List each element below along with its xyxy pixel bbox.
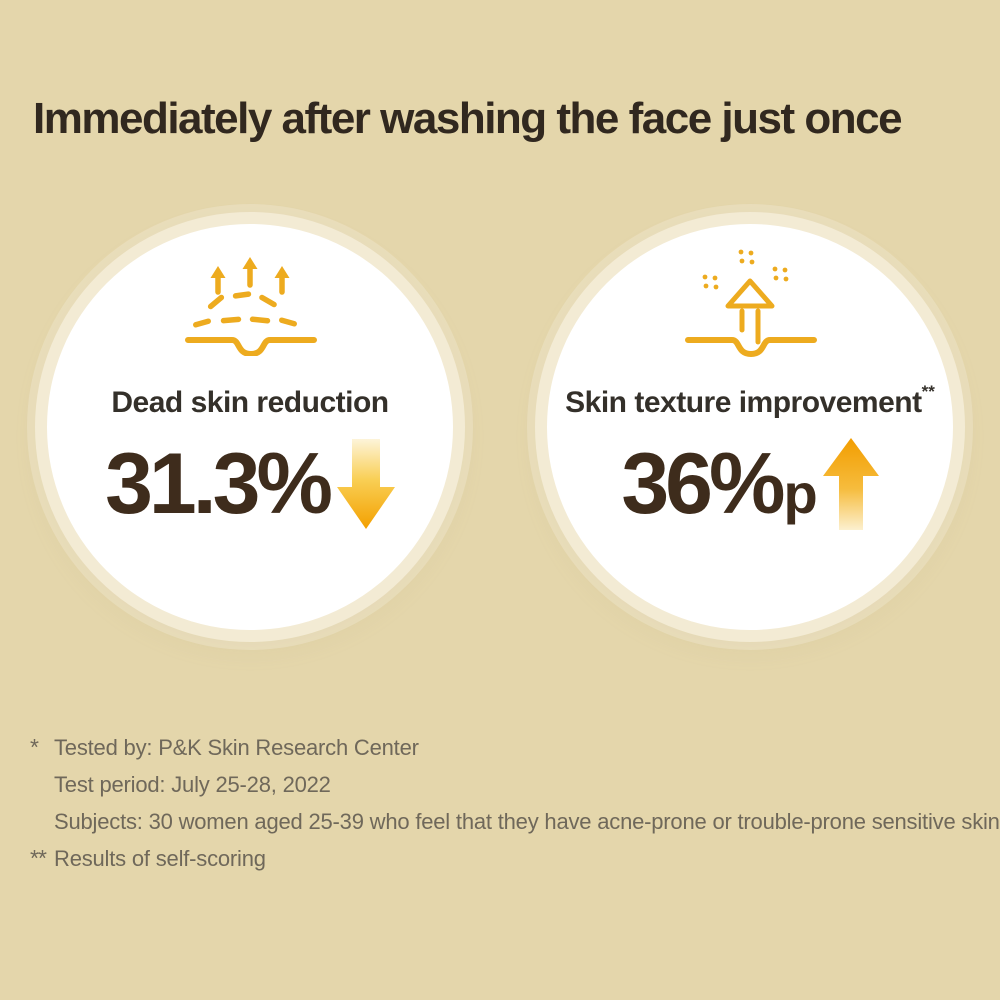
footnote-tested-by: * Tested by: P&K Skin Research Center: [30, 734, 990, 772]
stat-number-text: 36%p: [621, 436, 817, 532]
footnote-text: Subjects: 30 women aged 25-39 who feel t…: [54, 809, 1000, 834]
footnote-subjects: Subjects: 30 women aged 25-39 who feel t…: [30, 809, 1000, 846]
down-arrow-icon: [336, 439, 395, 529]
sparkles: [702, 249, 789, 290]
footnote-text: Results of self-scoring: [54, 846, 266, 871]
stat-card-skin-texture: Skin texture improvement** 36%p: [547, 224, 953, 630]
stat-label-text: Skin texture improvement: [565, 386, 922, 419]
stat-label-dead-skin: Dead skin reduction: [47, 386, 453, 420]
footnote-text: Tested by: P&K Skin Research Center: [54, 735, 419, 760]
dead-skin-lift-icon-svg: [185, 257, 317, 356]
stat-label-text: Dead skin reduction: [111, 386, 389, 419]
skin-texture-smooth-icon-svg: [685, 249, 817, 357]
footnote-test-period: Test period: July 25-28, 2022: [30, 772, 990, 809]
skin-texture-smooth-icon: [547, 248, 953, 366]
up-arrow-icon: [822, 438, 879, 530]
stat-number-text: 31.3%: [105, 436, 333, 532]
footnote-text: Test period: July 25-28, 2022: [54, 772, 331, 797]
stat-value-skin-texture: 36%p: [547, 436, 953, 532]
footnote-marker: **: [30, 845, 47, 871]
stat-value-dead-skin: 31.3%: [47, 436, 453, 532]
dead-skin-lift-icon: [47, 252, 453, 356]
footnote-marker: *: [30, 734, 39, 760]
stat-label-skin-texture: Skin texture improvement**: [547, 382, 953, 420]
page-title: Immediately after washing the face just …: [33, 94, 903, 143]
footnote-self-scoring: ** Results of self-scoring: [30, 845, 990, 883]
stat-card-dead-skin: Dead skin reduction 31.3%: [47, 224, 453, 630]
stat-label-superscript: **: [921, 382, 935, 401]
footnotes: * Tested by: P&K Skin Research Center Te…: [30, 734, 1000, 883]
